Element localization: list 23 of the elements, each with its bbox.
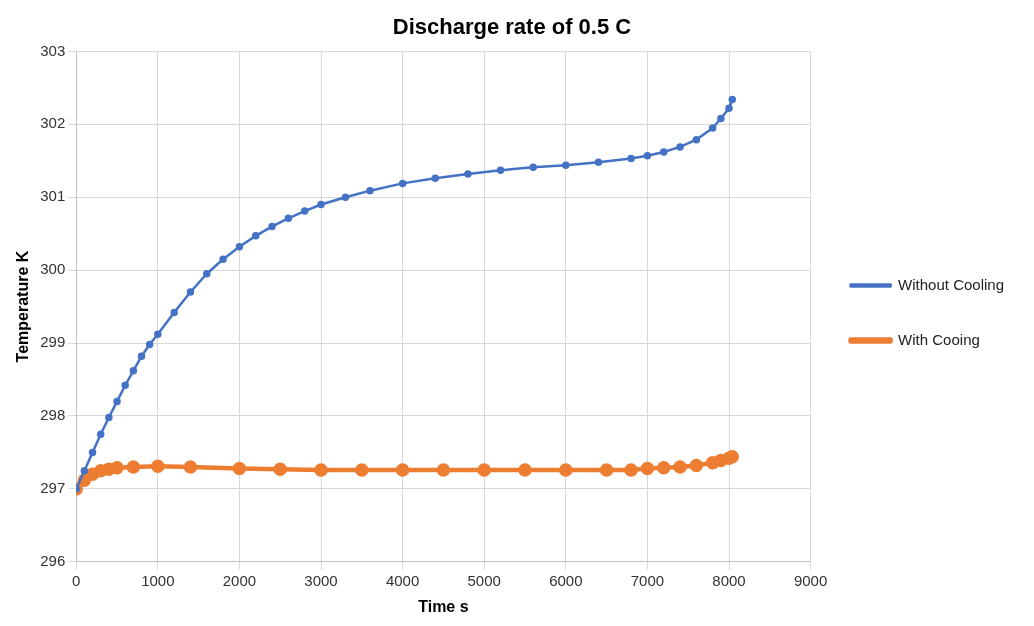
y-tick-label: 299 (40, 333, 66, 351)
x-tick-label: 9000 (793, 571, 828, 589)
y-tick-label: 302 (40, 114, 66, 132)
x-tick-label: 3000 (304, 571, 338, 589)
x-tick-label: 2000 (222, 571, 257, 589)
y-tick-label: 297 (40, 479, 66, 497)
y-tick-label: 301 (40, 187, 66, 205)
chart-title: Discharge rate of 0.5 C (392, 14, 632, 40)
legend-label: With Cooing (898, 330, 980, 348)
x-tick-label: 5000 (467, 571, 501, 589)
x-tick-label: 0 (72, 571, 81, 589)
y-axis-title: Temperature K (14, 250, 32, 363)
legend-label: Without Cooling (898, 275, 1004, 293)
x-tick-label: 1000 (141, 571, 175, 589)
x-tick-label: 7000 (630, 571, 665, 589)
y-tick-label: 303 (40, 41, 66, 59)
y-tick-label: 298 (40, 406, 66, 424)
y-tick-label: 296 (40, 551, 66, 569)
x-axis-title: Time s (418, 597, 469, 615)
x-tick-label: 4000 (385, 571, 420, 589)
x-tick-label: 6000 (549, 571, 583, 589)
y-tick-label: 300 (40, 260, 66, 278)
x-tick-label: 8000 (712, 571, 746, 589)
